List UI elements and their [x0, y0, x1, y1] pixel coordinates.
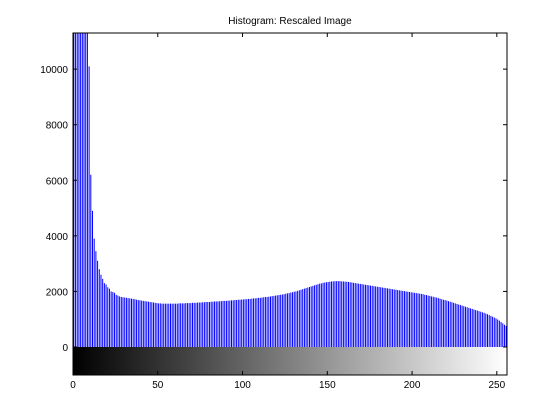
y-tick-label: 0 — [62, 343, 68, 354]
grayscale-colorbar — [73, 347, 507, 375]
axes-box — [72, 32, 508, 376]
x-tick-label: 0 — [70, 380, 76, 391]
chart-title: Histogram: Rescaled Image — [228, 16, 352, 27]
x-tick-label: 150 — [319, 380, 336, 391]
y-tick-label: 10000 — [40, 65, 68, 76]
y-tick-label: 6000 — [46, 176, 69, 187]
histogram-bars — [73, 33, 507, 347]
x-tick-label: 200 — [404, 380, 421, 391]
y-tick-label: 2000 — [46, 287, 69, 298]
colorbar-gradient — [73, 347, 507, 375]
x-tick-label: 250 — [488, 380, 505, 391]
x-tick-label: 50 — [152, 380, 164, 391]
y-tick-label: 8000 — [46, 121, 69, 132]
y-tick-label: 4000 — [46, 232, 69, 243]
x-tick-label: 100 — [234, 380, 251, 391]
axis-ticks: 0 2000 4000 6000 8000 10000 0 50 100 150 200 250 — [40, 33, 507, 391]
